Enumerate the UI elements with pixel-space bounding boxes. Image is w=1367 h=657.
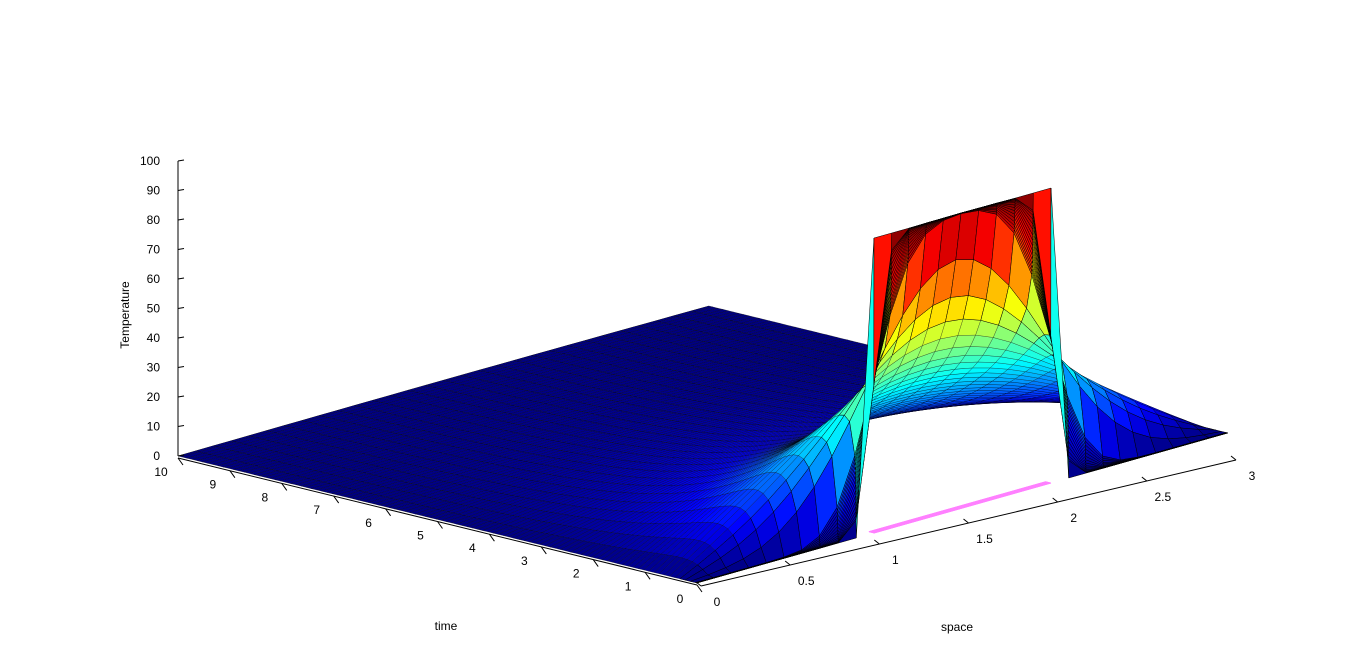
x-tick-mark xyxy=(784,560,791,566)
z-tick-mark xyxy=(177,159,185,162)
y-tick-mark xyxy=(333,495,340,504)
z-tick-mark xyxy=(177,307,185,309)
y-tick-label: 1 xyxy=(625,579,632,593)
z-tick-mark xyxy=(177,248,185,250)
z-tick-mark xyxy=(177,277,185,280)
x-tick-label: 2.5 xyxy=(1154,490,1171,504)
z-tick-mark xyxy=(177,425,185,427)
z-tick-label: 50 xyxy=(147,302,161,316)
z-tick-mark xyxy=(177,454,185,457)
y-tick-mark xyxy=(437,521,443,529)
x-tick-label: 3 xyxy=(1249,469,1256,483)
y-tick-mark xyxy=(177,457,184,466)
x-tick-mark xyxy=(695,581,702,587)
x-tick-mark xyxy=(1052,497,1058,503)
y-tick-mark xyxy=(644,572,651,580)
y-tick-mark xyxy=(592,559,599,567)
y-tick-label: 8 xyxy=(261,490,268,504)
y-tick-mark xyxy=(488,533,495,542)
x-tick-label: 2 xyxy=(1070,511,1077,525)
contour-plot xyxy=(868,481,1052,534)
x-tick-label: 1.5 xyxy=(976,532,993,546)
x-tick-mark xyxy=(1230,455,1237,461)
z-tick-mark xyxy=(177,218,185,221)
y-tick-label: 0 xyxy=(677,592,684,606)
y-tick-label: 9 xyxy=(210,478,217,492)
z-axis-label: Temperature xyxy=(118,281,132,349)
y-tick-mark xyxy=(229,470,236,478)
x-tick-mark xyxy=(963,518,969,524)
z-tick-label: 30 xyxy=(147,361,161,375)
z-tick-label: 100 xyxy=(140,154,160,168)
x-axis-label: space xyxy=(941,620,973,634)
temperature-surface xyxy=(177,187,1229,584)
z-tick-label: 60 xyxy=(147,272,161,286)
x-tick-label: 1 xyxy=(892,553,899,567)
y-tick-label: 5 xyxy=(417,529,424,543)
z-tick-mark xyxy=(177,336,185,339)
y-axis-label: time xyxy=(435,619,458,633)
z-tick-label: 10 xyxy=(147,420,161,434)
z-tick-label: 90 xyxy=(147,184,161,198)
z-tick-label: 40 xyxy=(147,331,161,345)
z-tick-label: 70 xyxy=(147,243,161,257)
y-tick-label: 2 xyxy=(573,567,580,581)
z-tick-label: 20 xyxy=(147,390,161,404)
y-tick-mark xyxy=(281,483,288,491)
y-tick-label: 4 xyxy=(469,541,476,555)
x-tick-mark xyxy=(1141,476,1148,482)
y-tick-label: 7 xyxy=(313,503,320,517)
y-tick-mark xyxy=(696,584,703,593)
y-tick-label: 3 xyxy=(521,554,528,568)
z-tick-mark xyxy=(177,366,185,368)
x-tick-mark xyxy=(874,539,880,545)
y-tick-mark xyxy=(385,508,392,517)
z-tick-label: 0 xyxy=(153,449,160,463)
y-tick-mark xyxy=(540,546,547,555)
y-tick-label: 6 xyxy=(365,516,372,530)
y-tick-label: 10 xyxy=(154,465,168,479)
z-tick-mark xyxy=(177,189,185,191)
tick-labels: 010203040506070809010001234567891000.511… xyxy=(140,154,1256,609)
z-tick-mark xyxy=(177,395,185,398)
contour-line xyxy=(868,481,1046,533)
z-tick-label: 80 xyxy=(147,213,161,227)
x-tick-label: 0 xyxy=(714,595,721,609)
x-tick-label: 0.5 xyxy=(798,574,815,588)
surface-patch xyxy=(1209,432,1229,439)
